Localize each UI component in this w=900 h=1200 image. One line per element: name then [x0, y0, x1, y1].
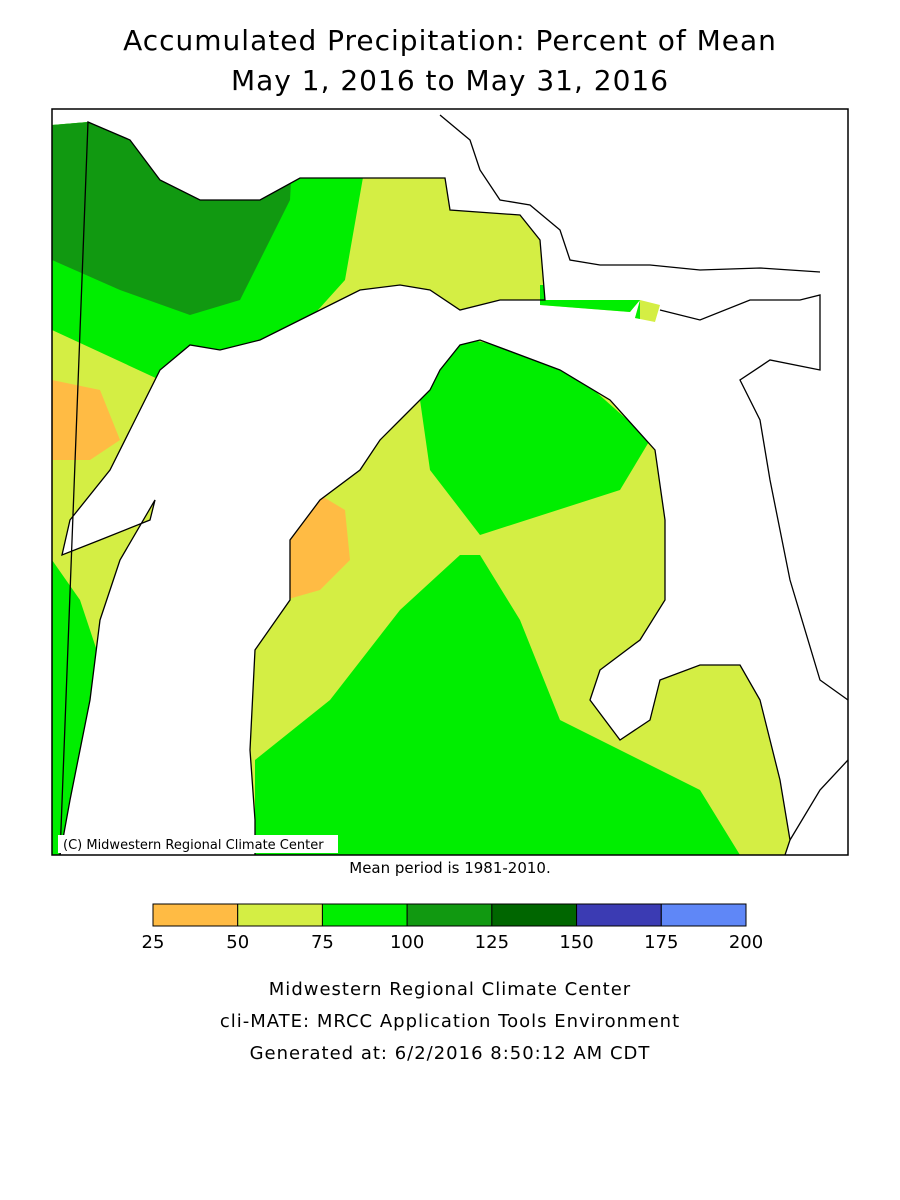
- legend-tick-label: 25: [142, 932, 165, 953]
- legend-tick-label: 200: [729, 932, 763, 953]
- title: Accumulated Precipitation: Percent of Me…: [123, 24, 777, 57]
- legend-swatch: [406, 903, 493, 927]
- legend-tick-label: 100: [390, 932, 424, 953]
- legend-tick-label: 175: [644, 932, 678, 953]
- footer: Midwestern Regional Climate Center cli-MA…: [220, 979, 680, 1064]
- coastlines: [59, 114, 849, 856]
- legend-swatch: [576, 903, 662, 927]
- footer-line: Generated at: 6/2/2016 8:50:12 AM CDT: [250, 1043, 651, 1064]
- subtitle: May 1, 2016 to May 31, 2016: [231, 64, 669, 97]
- footer-line: cli-MATE: MRCC Application Tools Environ…: [220, 1011, 680, 1032]
- legend-tick-label: 125: [475, 932, 509, 953]
- legend-tick-label: 150: [559, 932, 593, 953]
- credit: (C) Midwestern Regional Climate Center: [63, 838, 324, 853]
- legend: 25 50 75 100 125 150 175 200: [142, 903, 763, 953]
- legend-swatch: [321, 903, 408, 927]
- legend-swatch: [152, 903, 239, 927]
- map-frame: [51, 108, 849, 856]
- legend-swatch: [660, 903, 747, 927]
- precip-field: [52, 122, 790, 855]
- credit-box: [58, 835, 338, 853]
- footer-line: Midwestern Regional Climate Center: [269, 979, 631, 1000]
- legend-swatch: [491, 903, 578, 927]
- legend-swatch: [237, 903, 323, 927]
- legend-tick-label: 50: [226, 932, 249, 953]
- mean-note: Mean period is 1981-2010.: [349, 859, 550, 877]
- legend-tick-label: 75: [311, 932, 334, 953]
